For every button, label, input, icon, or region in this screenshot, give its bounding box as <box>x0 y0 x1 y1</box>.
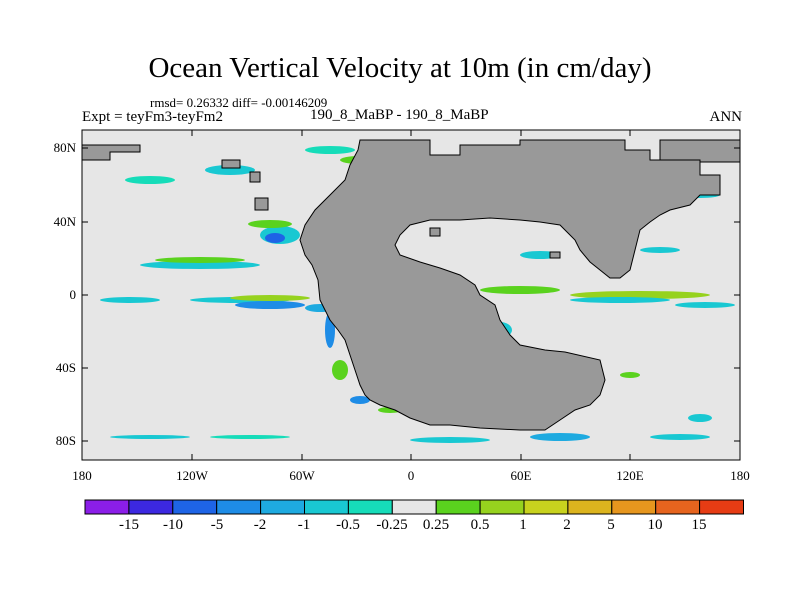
colorbar-box <box>347 499 393 515</box>
land-island-1 <box>221 159 241 169</box>
colorbar-box <box>699 499 744 515</box>
colorbar-box <box>391 499 437 515</box>
lon-label: 180 <box>72 468 92 483</box>
axis-ticks <box>82 130 740 460</box>
lon-label: 180 <box>730 468 750 483</box>
colorbar-label: 1 <box>519 517 527 533</box>
colorbar-label: 15 <box>691 517 707 533</box>
stats-label: rmsd= 0.26332 diff= -0.00146209 <box>150 95 328 110</box>
land-island-5 <box>429 227 441 237</box>
lon-label: 60E <box>510 468 532 483</box>
colorbar-label: -0.25 <box>376 517 408 533</box>
colorbar-label: -1 <box>297 517 311 533</box>
land-island-3 <box>254 197 269 211</box>
colorbar-label: 10 <box>647 517 663 533</box>
colorbar-box <box>128 499 174 515</box>
lat-label: 40N <box>53 214 76 229</box>
colorbar-label: -0.5 <box>336 517 360 533</box>
colorbar-box <box>260 499 306 515</box>
chart-title: Ocean Vertical Velocity at 10m (in cm/da… <box>148 52 652 84</box>
experiment-label: Expt = teyFm3-teyFm2 <box>82 109 223 125</box>
colorbar-box <box>655 499 701 515</box>
lat-label: 40S <box>55 360 76 375</box>
lon-label: 60W <box>289 468 315 483</box>
colorbar-box <box>523 499 569 515</box>
colorbar-box <box>611 499 657 515</box>
colorbar-box <box>479 499 525 515</box>
colorbar-label: -15 <box>119 517 139 533</box>
lat-label: 80N <box>53 140 76 155</box>
colorbar-label: 2 <box>563 517 571 533</box>
center-label: 190_8_MaBP - 190_8_MaBP <box>310 107 489 123</box>
colorbar-label: -2 <box>253 517 267 533</box>
colorbar-box <box>172 499 218 515</box>
land-island-4 <box>549 251 561 259</box>
colorbar-box <box>84 499 130 515</box>
colorbar-label: -5 <box>210 517 224 533</box>
lon-label: 0 <box>407 468 415 483</box>
colorbar-label: 5 <box>607 517 615 533</box>
season-label: ANN <box>709 109 743 125</box>
colorbar-box <box>216 499 262 515</box>
colorbar-label: 0.5 <box>470 517 490 533</box>
lat-label: 0 <box>69 287 77 302</box>
colorbar-box <box>435 499 481 515</box>
colorbar-label: 0.25 <box>422 517 450 533</box>
colorbar-label: -10 <box>163 517 183 533</box>
land-masses <box>81 139 741 431</box>
land-island-2 <box>249 171 261 183</box>
land-main <box>299 139 721 431</box>
velocity-field <box>100 146 735 443</box>
colorbar-box <box>304 499 349 515</box>
lon-label: 120W <box>176 468 208 483</box>
lon-label: 120E <box>616 468 644 483</box>
lat-label: 80S <box>55 433 76 448</box>
colorbar <box>84 499 744 515</box>
colorbar-box <box>567 499 613 515</box>
